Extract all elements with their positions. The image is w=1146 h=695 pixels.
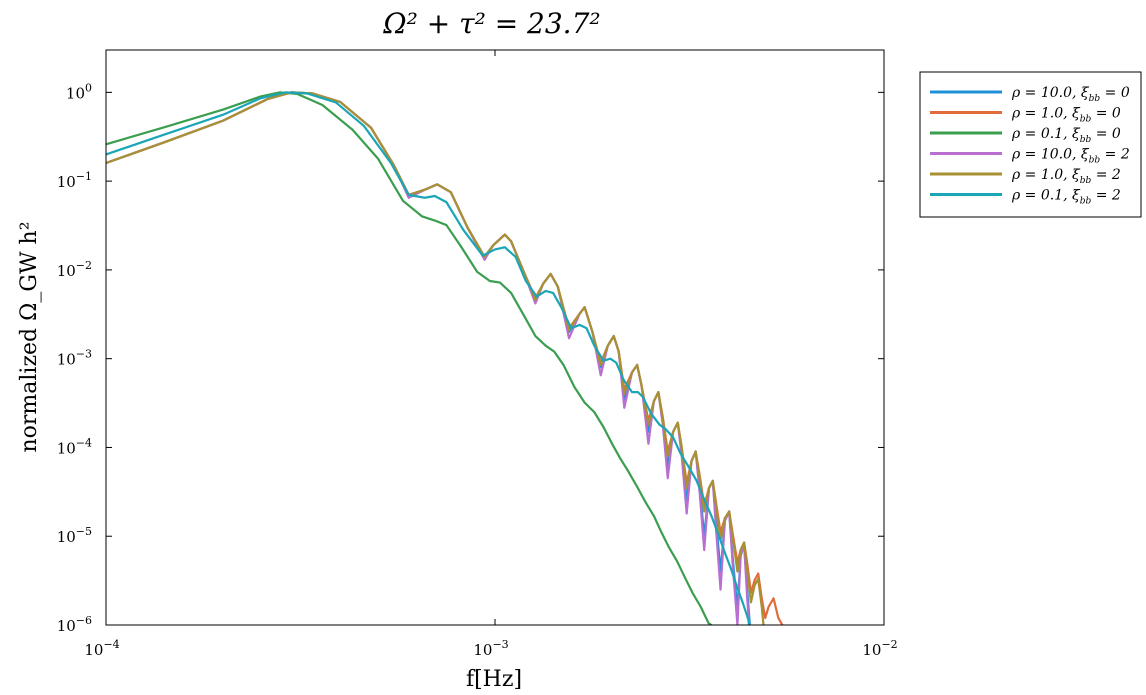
x-tick-label-2: 10−3 <box>473 638 508 659</box>
series-line-4 <box>106 91 751 625</box>
legend-label-3: ρ = 0.1, ξbb = 0 <box>1011 126 1121 145</box>
legend-label-5: ρ = 1.0, ξbb = 2 <box>1011 167 1121 186</box>
legend-box <box>919 71 1142 218</box>
legend-label-2: ρ = 1.0, ξbb = 0 <box>1011 106 1121 125</box>
tick-layer: 10−4 10−3 10−2 10−6 10−5 10−4 10−3 10−2 10−1 100 <box>57 50 898 659</box>
series-layer <box>106 91 784 625</box>
y-axis-label: normalized Ω_GW h² <box>17 221 42 452</box>
y-tick-label-2: 10−5 <box>57 525 92 546</box>
y-tick-label-6: 10−1 <box>57 170 92 191</box>
series-line-1 <box>106 91 751 625</box>
series-line-2 <box>106 91 784 625</box>
legend-label-4: ρ = 10.0, ξbb = 2 <box>1011 147 1130 166</box>
plot-area: 10−4 10−3 10−2 10−6 10−5 10−4 10−3 10−2 10−1 100 <box>57 49 898 659</box>
series-line-5 <box>106 91 765 625</box>
y-tick-label-1: 10−6 <box>57 614 92 635</box>
y-tick-label-3: 10−4 <box>57 436 92 457</box>
y-tick-label-4: 10−3 <box>57 348 92 369</box>
legend: ρ = 10.0, ξbb = 0ρ = 1.0, ξbb = 0ρ = 0.1… <box>919 71 1142 218</box>
x-tick-label-3: 10−2 <box>862 638 897 659</box>
plot-frame <box>105 49 885 626</box>
x-tick-label-1: 10−4 <box>84 638 119 659</box>
y-tick-label-7: 100 <box>66 81 92 102</box>
chart-title: Ω² + τ² = 23.7² <box>382 7 600 40</box>
series-line-6 <box>106 91 751 625</box>
legend-label-6: ρ = 0.1, ξbb = 2 <box>1011 188 1121 207</box>
legend-entries: ρ = 10.0, ξbb = 0ρ = 1.0, ξbb = 0ρ = 0.1… <box>930 85 1130 207</box>
series-line-3 <box>106 91 713 625</box>
legend-label-1: ρ = 10.0, ξbb = 0 <box>1011 85 1130 104</box>
y-tick-label-5: 10−2 <box>57 259 92 280</box>
x-axis-label: f[Hz] <box>466 667 522 692</box>
